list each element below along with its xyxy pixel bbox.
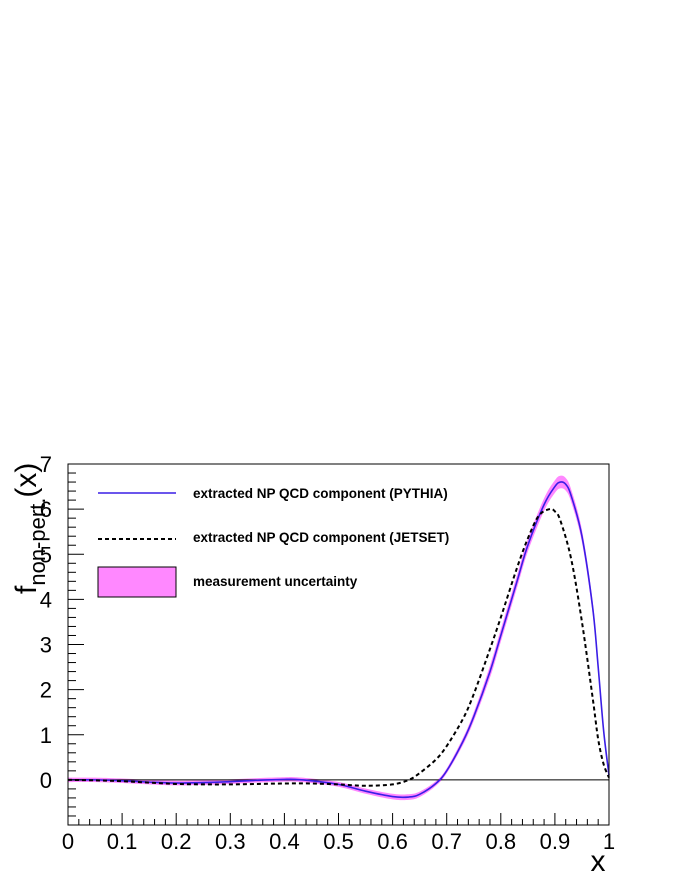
legend-swatch-uncertainty xyxy=(97,566,177,598)
series-line-0 xyxy=(67,481,610,799)
x-tick-label: 0.9 xyxy=(540,829,571,854)
series-line-1 xyxy=(67,507,610,787)
x-axis-title: x xyxy=(591,845,606,876)
x-tick-label: 0.2 xyxy=(161,829,192,854)
y-tick-label: 6 xyxy=(40,497,52,522)
y-tick-label: 7 xyxy=(40,452,52,477)
y-tick-label: 0 xyxy=(40,768,52,793)
y-axis-title-subscript: non-pert. xyxy=(25,498,50,586)
y-tick-label: 5 xyxy=(40,542,52,567)
uncertainty-band xyxy=(68,475,609,801)
series-layer xyxy=(67,481,610,799)
legend: extracted NP QCD component (PYTHIA) extr… xyxy=(97,486,449,598)
tick-labels-layer: 0 0.1 0.2 0.3 0.4 0.5 0.6 0.7 0.8 0.9 1 0 1 2 3 4 5 6 7 xyxy=(40,452,615,854)
y-tick-label: 3 xyxy=(40,633,52,658)
x-tick-label: 0.7 xyxy=(431,829,462,854)
plot-frame xyxy=(67,463,610,826)
y-tick-label: 4 xyxy=(40,587,52,612)
x-tick-label: 0.6 xyxy=(377,829,408,854)
x-tick-label: 0.8 xyxy=(486,829,517,854)
x-tick-label: 0.3 xyxy=(215,829,246,854)
ticks-layer xyxy=(67,463,610,826)
x-tick-label: 0.1 xyxy=(107,829,138,854)
y-tick-label: 1 xyxy=(40,723,52,748)
uncertainty-band-layer xyxy=(68,475,609,801)
legend-label-pythia: extracted NP QCD component (PYTHIA) xyxy=(193,486,448,501)
x-tick-label: 0.4 xyxy=(269,829,300,854)
y-axis-title: fnon-pert.(x) xyxy=(10,463,50,594)
legend-label-uncertainty: measurement uncertainty xyxy=(193,574,358,589)
x-tick-label: 0.5 xyxy=(323,829,354,854)
legend-label-jetset: extracted NP QCD component (JETSET) xyxy=(193,530,449,545)
y-axis-title-main: f xyxy=(10,585,43,594)
y-axis-title-suffix: (x) xyxy=(10,463,43,498)
y-tick-label: 2 xyxy=(40,678,52,703)
x-tick-label: 1 xyxy=(603,829,615,854)
x-tick-label: 0 xyxy=(62,829,74,854)
